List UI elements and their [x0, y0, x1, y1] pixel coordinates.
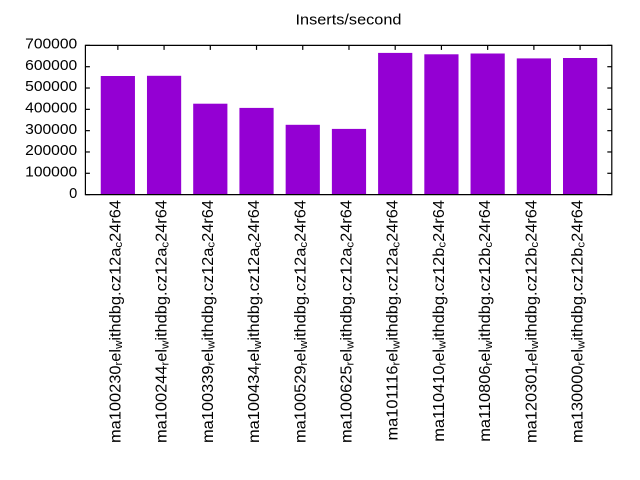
svg-text:ma100230relwithdbg.cz12ac24r64: ma100230relwithdbg.cz12ac24r64: [107, 200, 126, 443]
svg-text:100000: 100000: [25, 164, 77, 180]
svg-text:ma100625relwithdbg.cz12ac24r64: ma100625relwithdbg.cz12ac24r64: [338, 200, 357, 443]
svg-text:ma100339relwithdbg.cz12ac24r64: ma100339relwithdbg.cz12ac24r64: [199, 200, 218, 443]
svg-text:0: 0: [69, 186, 77, 202]
svg-text:200000: 200000: [25, 143, 77, 159]
svg-text:ma100529relwithdbg.cz12ac24r64: ma100529relwithdbg.cz12ac24r64: [291, 200, 310, 443]
svg-text:600000: 600000: [25, 58, 77, 74]
svg-text:ma110410relwithdbg.cz12bc24r64: ma110410relwithdbg.cz12bc24r64: [430, 200, 449, 442]
svg-text:ma100244relwithdbg.cz12ac24r64: ma100244relwithdbg.cz12ac24r64: [153, 200, 172, 443]
svg-text:ma101116relwithdbg.cz12ac24r64: ma101116relwithdbg.cz12ac24r64: [384, 200, 403, 441]
svg-text:ma100434relwithdbg.cz12ac24r64: ma100434relwithdbg.cz12ac24r64: [245, 200, 264, 443]
svg-text:ma130000relwithdbg.cz12bc24r64: ma130000relwithdbg.cz12bc24r64: [569, 200, 588, 443]
svg-text:300000: 300000: [25, 122, 77, 138]
svg-text:400000: 400000: [25, 101, 77, 117]
svg-text:ma110806relwithdbg.cz12bc24r64: ma110806relwithdbg.cz12bc24r64: [476, 200, 495, 442]
svg-text:Inserts/second: Inserts/second: [296, 12, 402, 29]
svg-text:ma120301relwithdbg.cz12bc24r64: ma120301relwithdbg.cz12bc24r64: [523, 200, 542, 443]
svg-text:500000: 500000: [25, 79, 77, 95]
svg-text:700000: 700000: [25, 37, 77, 53]
